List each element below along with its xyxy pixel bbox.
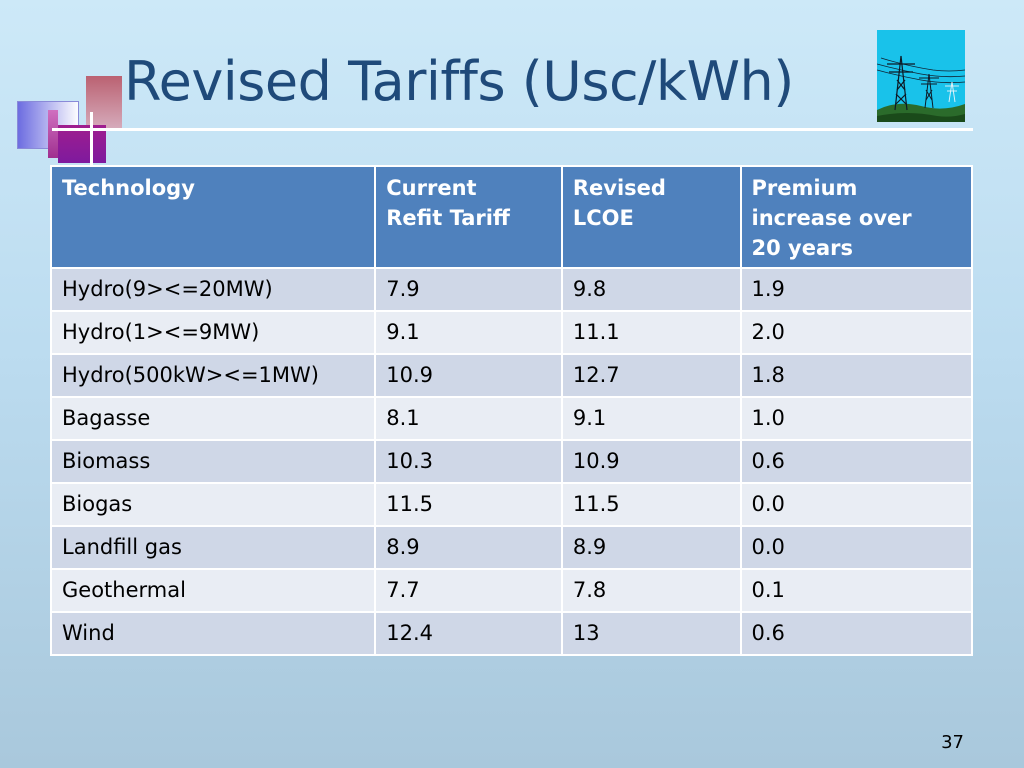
cell-current-tariff: 10.3	[374, 439, 563, 484]
cell-revised-lcoe: 8.9	[560, 525, 742, 570]
table-row: Hydro(1><=9MW) 9.1 11.1 2.0	[49, 310, 974, 355]
cell-revised-lcoe: 9.1	[560, 396, 742, 441]
table-row: Biogas 11.5 11.5 0.0	[49, 482, 974, 527]
cell-technology: Bagasse	[49, 396, 377, 441]
slide-title: Revised Tariffs (Usc/kWh)	[124, 50, 794, 113]
cell-current-tariff: 12.4	[374, 611, 563, 656]
cell-revised-lcoe: 12.7	[560, 353, 742, 398]
cell-premium: 0.0	[739, 525, 974, 570]
cell-premium: 1.8	[739, 353, 974, 398]
decorative-vertical-line	[90, 112, 93, 166]
power-pylons-icon	[876, 30, 966, 122]
cell-current-tariff: 7.9	[374, 267, 563, 312]
cell-technology: Biogas	[49, 482, 377, 527]
cell-premium: 0.6	[739, 439, 974, 484]
header-premium-increase: Premium increase over 20 years	[739, 165, 974, 269]
header-text: 20 years	[751, 236, 854, 260]
cell-technology: Hydro(9><=20MW)	[49, 267, 377, 312]
header-current-refit-tariff: Current Refit Tariff	[374, 165, 563, 269]
table-row: Hydro(9><=20MW) 7.9 9.8 1.9	[49, 267, 974, 312]
cell-current-tariff: 10.9	[374, 353, 563, 398]
header-text: Revised	[572, 176, 666, 200]
cell-current-tariff: 11.5	[374, 482, 563, 527]
header-revised-lcoe: Revised LCOE	[560, 165, 742, 269]
table-row: Landfill gas 8.9 8.9 0.0	[49, 525, 974, 570]
cell-revised-lcoe: 13	[560, 611, 742, 656]
cell-technology: Biomass	[49, 439, 377, 484]
decorative-square-purple	[58, 125, 106, 163]
cell-revised-lcoe: 9.8	[560, 267, 742, 312]
header-technology: Technology	[49, 165, 377, 269]
table-row: Bagasse 8.1 9.1 1.0	[49, 396, 974, 441]
header-text: Current	[386, 176, 477, 200]
cell-revised-lcoe: 11.5	[560, 482, 742, 527]
cell-current-tariff: 8.9	[374, 525, 563, 570]
cell-premium: 0.0	[739, 482, 974, 527]
cell-premium: 0.6	[739, 611, 974, 656]
cell-technology: Wind	[49, 611, 377, 656]
cell-current-tariff: 7.7	[374, 568, 563, 613]
header-text: LCOE	[572, 206, 634, 230]
table-row: Wind 12.4 13 0.6	[49, 611, 974, 656]
table-row: Geothermal 7.7 7.8 0.1	[49, 568, 974, 613]
table-header-row: Technology Current Refit Tariff Revised …	[49, 165, 974, 269]
decorative-bar-pink	[48, 110, 58, 158]
cell-technology: Landfill gas	[49, 525, 377, 570]
table-row: Biomass 10.3 10.9 0.6	[49, 439, 974, 484]
table-row: Hydro(500kW><=1MW) 10.9 12.7 1.8	[49, 353, 974, 398]
cell-premium: 0.1	[739, 568, 974, 613]
page-number: 37	[941, 732, 964, 753]
cell-revised-lcoe: 11.1	[560, 310, 742, 355]
cell-premium: 2.0	[739, 310, 974, 355]
header-text: increase over	[751, 206, 912, 230]
cell-revised-lcoe: 10.9	[560, 439, 742, 484]
cell-technology: Hydro(1><=9MW)	[49, 310, 377, 355]
cell-current-tariff: 8.1	[374, 396, 563, 441]
tariff-table: Technology Current Refit Tariff Revised …	[49, 165, 974, 656]
cell-technology: Hydro(500kW><=1MW)	[49, 353, 377, 398]
title-underline	[52, 128, 973, 131]
cell-revised-lcoe: 7.8	[560, 568, 742, 613]
cell-premium: 1.9	[739, 267, 974, 312]
cell-technology: Geothermal	[49, 568, 377, 613]
cell-current-tariff: 9.1	[374, 310, 563, 355]
header-text: Technology	[62, 176, 195, 200]
header-text: Premium	[751, 176, 858, 200]
cell-premium: 1.0	[739, 396, 974, 441]
header-text: Refit Tariff	[386, 206, 510, 230]
